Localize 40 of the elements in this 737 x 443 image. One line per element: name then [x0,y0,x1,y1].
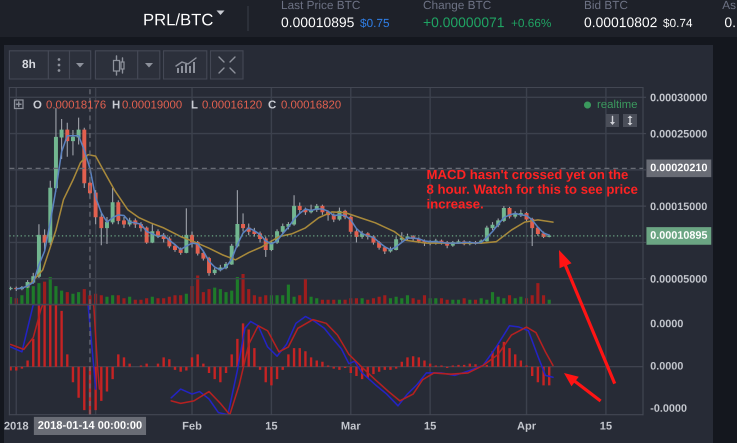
text: +0.00000071 [424,17,504,28]
text: $0.75 [360,18,390,28]
annotation: 0.00018176 [46,100,106,109]
text: 0. [724,17,735,28]
y-tick-label: 0.00015000 [650,202,707,210]
ref-line-label: 2018-01-14 00:00:00 [38,421,142,429]
x-tick-label: 15 [424,422,436,430]
annotation: 0.00016820 [281,100,341,109]
y-tick-label: 0.00030000 [650,94,707,102]
x-tick-label: 15 [266,422,278,430]
text: Change BTC [424,0,491,12]
annotation: C [268,100,276,109]
y-tick-label: 0.00005000 [650,275,707,283]
text: +0.66% [512,18,551,28]
x-tick-label: Apr [517,422,536,432]
text: -0.0000 [650,404,687,412]
chart-title: PRL/BTC [144,13,213,26]
annotation: MACD hasn't crossed yet on the 8 hour. Watch for this to see price increase. [426,170,638,209]
annotation: 0.00016120 [202,100,262,109]
text: 0.00010895 [282,17,354,28]
text: 8h [22,60,36,68]
x-tick-label: Feb [182,422,202,430]
annotation: realtime [598,100,637,108]
text: $0.74 [663,18,692,28]
text: Last Price BTC [282,0,360,10]
x-tick-label: 15 [600,422,612,430]
ref-line-label: 0.00020210 [650,164,708,172]
y-tick-label: 0.00025000 [650,130,707,138]
annotation: H [112,100,120,108]
text: 0.0000 [650,362,683,370]
text: 0.00010802 [584,17,657,28]
x-tick-label: 2018 [4,422,28,430]
annotation: L [192,100,198,108]
annotation: 0.00019000 [122,100,182,109]
text: 0.0000 [650,320,683,328]
annotation: O [33,100,42,109]
ref-line-label: 0.00010895 [650,231,708,239]
text: As [722,0,736,10]
x-tick-label: Mar [342,422,360,430]
text: Bid BTC [584,0,628,10]
